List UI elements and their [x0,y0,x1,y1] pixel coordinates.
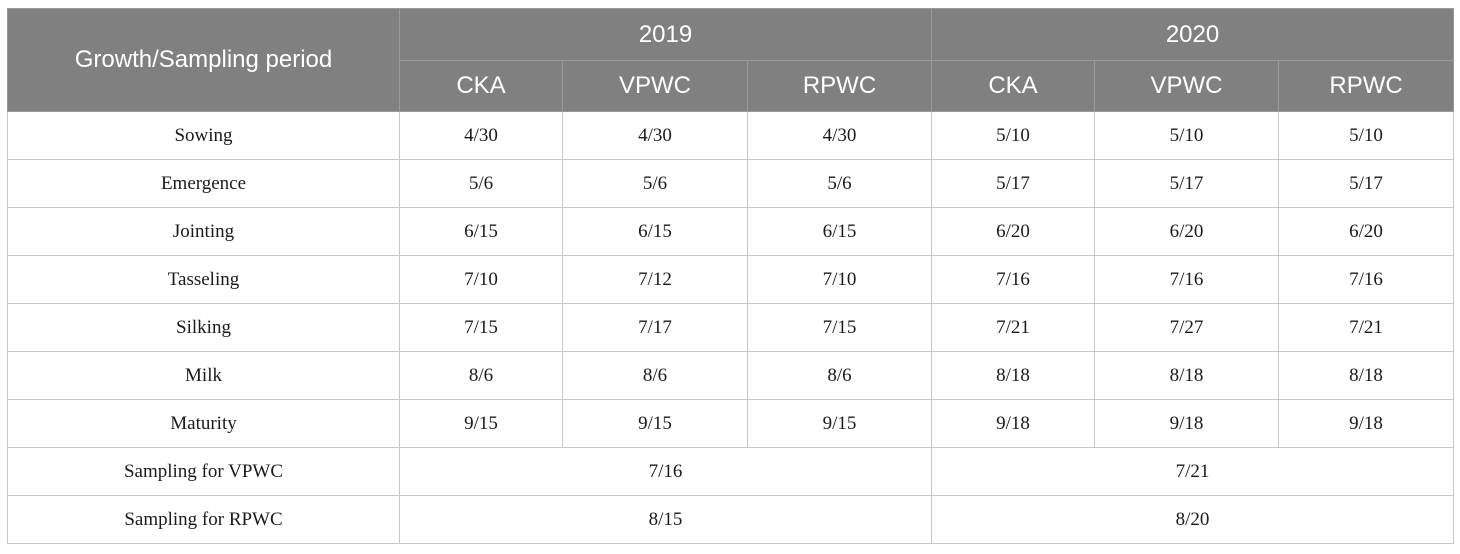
row-label: Sampling for VPWC [7,447,400,496]
table-cell: 9/15 [399,399,563,448]
row-label: Silking [7,303,400,352]
period-header: Growth/Sampling period [7,8,400,112]
table-cell: 6/15 [562,207,748,256]
treatment-header: VPWC [1094,60,1280,112]
table-cell: 8/18 [1278,351,1455,400]
table-cell: 9/15 [562,399,748,448]
table-cell: 7/12 [562,255,748,304]
year-header-2020: 2020 [931,8,1455,61]
table-cell: 8/6 [562,351,748,400]
table-cell: 7/10 [746,255,933,304]
table-cell: 5/6 [399,159,563,208]
table-cell: 7/16 [931,255,1096,304]
table-cell: 8/18 [931,351,1096,400]
treatment-header: RPWC [1278,60,1455,112]
table-cell: 6/15 [746,207,933,256]
table-cell: 7/17 [562,303,748,352]
sampling-row: Sampling for RPWC 8/15 8/20 [7,495,1455,544]
table-row: Milk 8/6 8/6 8/6 8/18 8/18 8/18 [7,351,1455,400]
table-row: Tasseling 7/10 7/12 7/10 7/16 7/16 7/16 [7,255,1455,304]
table-cell: 7/21 [1278,303,1455,352]
table-row: Emergence 5/6 5/6 5/6 5/17 5/17 5/17 [7,159,1455,208]
table-cell: 7/21 [931,303,1096,352]
table-cell: 8/6 [399,351,563,400]
row-label: Maturity [7,399,400,448]
growth-period-table: Growth/Sampling period 2019 2020 CKA VPW… [7,8,1455,544]
table-cell: 5/17 [931,159,1096,208]
table-cell: 4/30 [562,111,748,160]
sampling-cell-2019: 8/15 [398,495,933,544]
table-cell: 7/16 [1094,255,1280,304]
row-label: Sampling for RPWC [7,495,400,544]
table-cell: 6/20 [931,207,1096,256]
row-label: Milk [7,351,400,400]
row-label: Jointing [7,207,400,256]
table-cell: 5/10 [931,111,1096,160]
table-cell: 9/18 [1278,399,1455,448]
sampling-cell-2020: 7/21 [931,447,1455,496]
table-cell: 7/16 [1278,255,1455,304]
table-row: Silking 7/15 7/17 7/15 7/21 7/27 7/21 [7,303,1455,352]
table-row: Maturity 9/15 9/15 9/15 9/18 9/18 9/18 [7,399,1455,448]
table-cell: 4/30 [399,111,563,160]
table-cell: 5/17 [1094,159,1280,208]
table-cell: 5/10 [1278,111,1455,160]
row-label: Sowing [7,111,400,160]
treatment-header: RPWC [746,60,933,112]
table-cell: 6/15 [399,207,563,256]
table-cell: 8/18 [1094,351,1280,400]
treatment-header: VPWC [562,60,748,112]
table-cell: 7/15 [399,303,563,352]
table-cell: 7/10 [399,255,563,304]
table-cell: 6/20 [1094,207,1280,256]
table-cell: 8/6 [746,351,933,400]
row-label: Emergence [7,159,400,208]
table-cell: 5/10 [1094,111,1280,160]
sampling-cell-2019: 7/16 [398,447,933,496]
treatment-header: CKA [399,60,563,112]
year-header-2019: 2019 [398,8,933,61]
table-cell: 9/18 [931,399,1096,448]
table-row: Jointing 6/15 6/15 6/15 6/20 6/20 6/20 [7,207,1455,256]
table-cell: 4/30 [746,111,933,160]
table-row: Sowing 4/30 4/30 4/30 5/10 5/10 5/10 [7,111,1455,160]
table-cell: 7/27 [1094,303,1280,352]
table-cell: 9/18 [1094,399,1280,448]
treatment-header: CKA [931,60,1096,112]
table-cell: 6/20 [1278,207,1455,256]
table-cell: 7/15 [746,303,933,352]
table-cell: 5/6 [746,159,933,208]
table-cell: 9/15 [746,399,933,448]
table-cell: 5/17 [1278,159,1455,208]
sampling-cell-2020: 8/20 [931,495,1455,544]
row-label: Tasseling [7,255,400,304]
table-cell: 5/6 [562,159,748,208]
sampling-row: Sampling for VPWC 7/16 7/21 [7,447,1455,496]
